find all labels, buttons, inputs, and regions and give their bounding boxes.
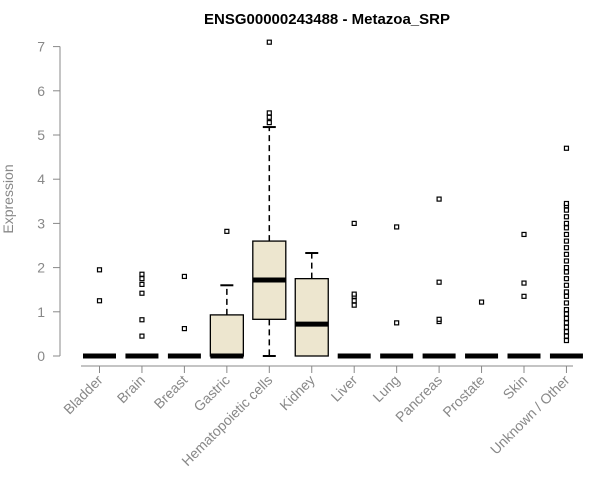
y-tick-label: 1 (37, 304, 45, 320)
category-label: Breast (151, 372, 191, 412)
box-4 (252, 39, 287, 357)
outlier-point (563, 245, 570, 251)
outlier-point (521, 231, 527, 238)
outlier-point (351, 298, 357, 304)
category-label: Unknown / Other (487, 372, 573, 458)
outlier-point (139, 317, 145, 323)
box-9 (465, 299, 499, 359)
outlier-point (224, 228, 230, 234)
category-label: Kidney (276, 372, 318, 414)
y-tick-label: 3 (37, 215, 45, 231)
outlier-point (139, 276, 145, 282)
box-6 (337, 220, 371, 359)
y-tick-label: 0 (37, 348, 45, 364)
boxes-group (83, 39, 583, 359)
category-label: Liver (328, 372, 361, 405)
outlier-point (181, 273, 187, 280)
y-tick-label: 7 (37, 39, 45, 55)
y-axis-ticks: 0 1 2 3 4 5 6 7 (37, 39, 60, 364)
outlier-point (181, 325, 187, 332)
outlier-point (563, 214, 570, 220)
outlier-point (96, 298, 103, 304)
category-label: Skin (500, 372, 531, 403)
outlier-point (521, 293, 527, 299)
outlier-point (563, 231, 570, 238)
category-label: Prostate (439, 372, 487, 420)
outlier-point (563, 258, 570, 264)
outlier-point (563, 315, 570, 322)
box-7 (380, 224, 414, 359)
outlier-point (563, 300, 570, 306)
outlier-point (351, 220, 357, 226)
outlier-point (139, 281, 145, 287)
outlier-point (563, 289, 570, 295)
outlier-point (563, 251, 570, 257)
outlier-point (563, 311, 570, 317)
category-label: Bladder (60, 372, 106, 418)
y-tick-label: 2 (37, 260, 45, 276)
category-label: Brain (114, 372, 148, 406)
box-8 (422, 196, 456, 359)
outlier-point (563, 329, 570, 335)
outlier-point (563, 293, 570, 299)
outlier-point (266, 110, 272, 116)
outlier-point (563, 276, 570, 282)
outlier-point (563, 200, 570, 207)
box-5 (294, 252, 329, 357)
box-0 (83, 267, 116, 359)
y-tick-label: 6 (37, 83, 45, 99)
outlier-point (394, 320, 400, 326)
box-3 (209, 228, 245, 359)
outlier-point (436, 316, 442, 322)
outlier-point (266, 120, 272, 126)
outlier-point (563, 320, 570, 326)
outlier-point (351, 302, 357, 308)
box-1 (125, 271, 159, 359)
outlier-point (139, 290, 145, 296)
outlier-point (563, 324, 570, 330)
outlier-point (139, 271, 145, 277)
outlier-point (563, 220, 570, 226)
box-2 (167, 273, 201, 359)
outlier-point (266, 114, 272, 120)
outlier-point (563, 337, 570, 344)
outlier-point (394, 224, 400, 230)
chart-title: ENSG00000243488 - Metazoa_SRP (204, 11, 450, 28)
outlier-point (563, 207, 570, 213)
outlier-point (436, 196, 442, 202)
y-tick-label: 5 (37, 127, 45, 143)
outlier-point (563, 225, 570, 231)
y-tick-label: 4 (37, 171, 45, 187)
outlier-point (266, 39, 272, 45)
box-iqr (294, 277, 329, 357)
outlier-point (351, 291, 357, 297)
outlier-point (139, 333, 145, 339)
outlier-point (96, 267, 103, 273)
outlier-point (478, 299, 485, 305)
category-label: Lung (369, 372, 402, 405)
outlier-point (563, 145, 570, 151)
category-label: Pancreas (392, 372, 445, 425)
outlier-point (563, 282, 570, 288)
outlier-point (563, 333, 570, 339)
box-iqr (209, 314, 245, 357)
box-10 (507, 231, 541, 359)
outlier-point (563, 269, 570, 275)
y-axis-label: Expression (0, 164, 16, 233)
outlier-point (521, 280, 527, 286)
outlier-point (563, 306, 570, 313)
box-11 (549, 145, 583, 359)
outlier-point (436, 279, 442, 285)
outlier-point (563, 238, 570, 244)
outlier-point (563, 265, 570, 271)
